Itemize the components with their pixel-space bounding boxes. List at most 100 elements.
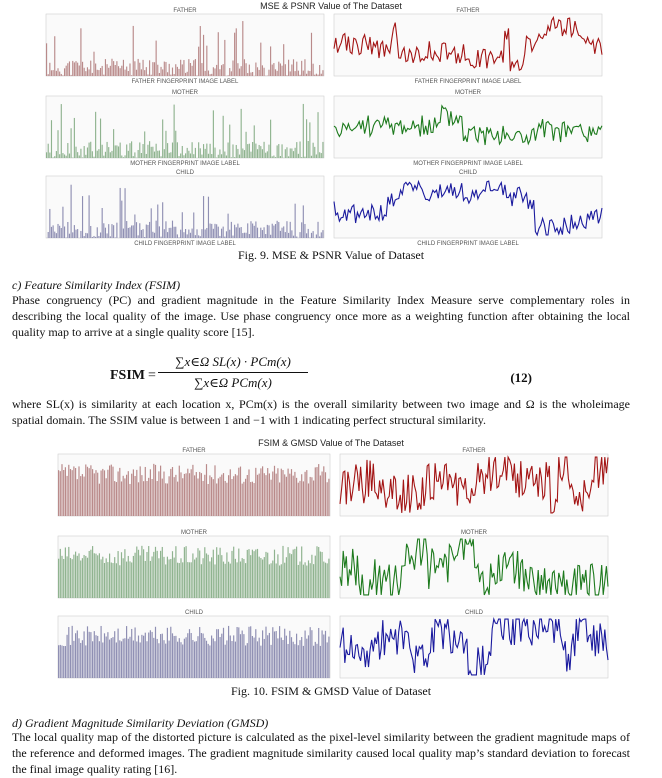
- bar: [154, 546, 157, 598]
- bar: [219, 235, 221, 238]
- figure-9: MSE & PSNR Value of The Dataset FATHER FA…: [0, 0, 662, 245]
- bar: [273, 225, 275, 238]
- bar: [236, 475, 238, 516]
- bar: [83, 631, 85, 678]
- bar: [69, 557, 72, 598]
- bar: [78, 638, 80, 678]
- bar: [212, 549, 214, 598]
- bar: [212, 479, 214, 516]
- bar: [107, 469, 109, 516]
- series-line: [333, 15, 603, 72]
- bar: [209, 143, 211, 158]
- bar: [273, 631, 276, 678]
- bar: [284, 562, 286, 598]
- bar: [119, 68, 121, 76]
- bar: [211, 223, 213, 238]
- bar: [278, 222, 280, 238]
- bar: [86, 626, 89, 678]
- bar: [109, 639, 111, 678]
- bar: [310, 32, 313, 76]
- bar: [149, 630, 151, 678]
- bar: [294, 471, 296, 516]
- bar: [307, 560, 310, 598]
- bar: [122, 558, 124, 598]
- bar: [221, 633, 223, 678]
- bar: [313, 564, 315, 598]
- bar: [80, 28, 82, 76]
- bar: [263, 557, 265, 598]
- bar: [292, 641, 294, 678]
- bar: [91, 72, 93, 76]
- bar: [68, 153, 71, 158]
- bar: [155, 40, 157, 76]
- bar: [287, 547, 289, 598]
- bar: [153, 151, 156, 158]
- bar: [68, 233, 71, 238]
- bar: [263, 227, 265, 238]
- bar: [224, 644, 226, 678]
- bar: [193, 154, 195, 158]
- bar: [306, 638, 308, 678]
- bar: [262, 466, 264, 516]
- equation-numerator: ∑x∈Ω SL(x) · PCm(x): [158, 354, 308, 373]
- bar: [180, 59, 182, 76]
- bar: [294, 203, 296, 238]
- panel-title: CHILD: [465, 610, 484, 616]
- bar: [261, 149, 264, 158]
- bar: [243, 481, 245, 516]
- bar: [166, 627, 168, 678]
- left-panel-child: CHILD: [57, 610, 331, 679]
- bar: [199, 471, 201, 516]
- bar: [168, 152, 170, 158]
- bar: [161, 478, 163, 516]
- bar: [112, 563, 114, 598]
- bar: [88, 142, 90, 158]
- bar: [282, 640, 284, 678]
- bar: [142, 59, 144, 76]
- bar: [136, 641, 138, 678]
- bar: [170, 626, 172, 678]
- bar: [195, 641, 197, 678]
- bar: [323, 561, 325, 598]
- bar: [119, 187, 121, 238]
- bar: [143, 481, 145, 516]
- bar: [110, 464, 112, 516]
- bar: [161, 633, 163, 678]
- bar: [185, 546, 187, 598]
- bar: [136, 546, 138, 598]
- bar: [253, 637, 255, 678]
- bar: [171, 467, 174, 516]
- bar: [176, 234, 178, 238]
- bar: [296, 142, 298, 158]
- bar: [287, 643, 289, 678]
- bar: [222, 64, 224, 76]
- bar: [122, 157, 125, 158]
- bar: [307, 635, 310, 678]
- bar: [265, 626, 267, 678]
- bar: [286, 147, 288, 158]
- bar: [97, 555, 99, 598]
- bar: [284, 149, 286, 158]
- bar: [185, 72, 187, 76]
- bar: [255, 62, 257, 76]
- bar: [204, 229, 206, 238]
- bar: [217, 32, 219, 76]
- bar: [140, 153, 142, 158]
- bar: [250, 72, 252, 76]
- bar: [95, 635, 97, 678]
- bar: [158, 72, 160, 76]
- bar: [185, 229, 187, 238]
- bar: [149, 60, 151, 76]
- bar: [263, 473, 265, 516]
- bar: [309, 627, 311, 678]
- bar: [195, 557, 197, 598]
- bar: [106, 233, 108, 238]
- bar: [100, 625, 102, 678]
- bar: [224, 563, 226, 598]
- bar: [276, 145, 278, 158]
- bar: [318, 464, 320, 516]
- bar: [80, 560, 82, 598]
- bar: [175, 226, 177, 238]
- right-panel-father: FATHER: [339, 448, 609, 517]
- bar: [196, 75, 198, 76]
